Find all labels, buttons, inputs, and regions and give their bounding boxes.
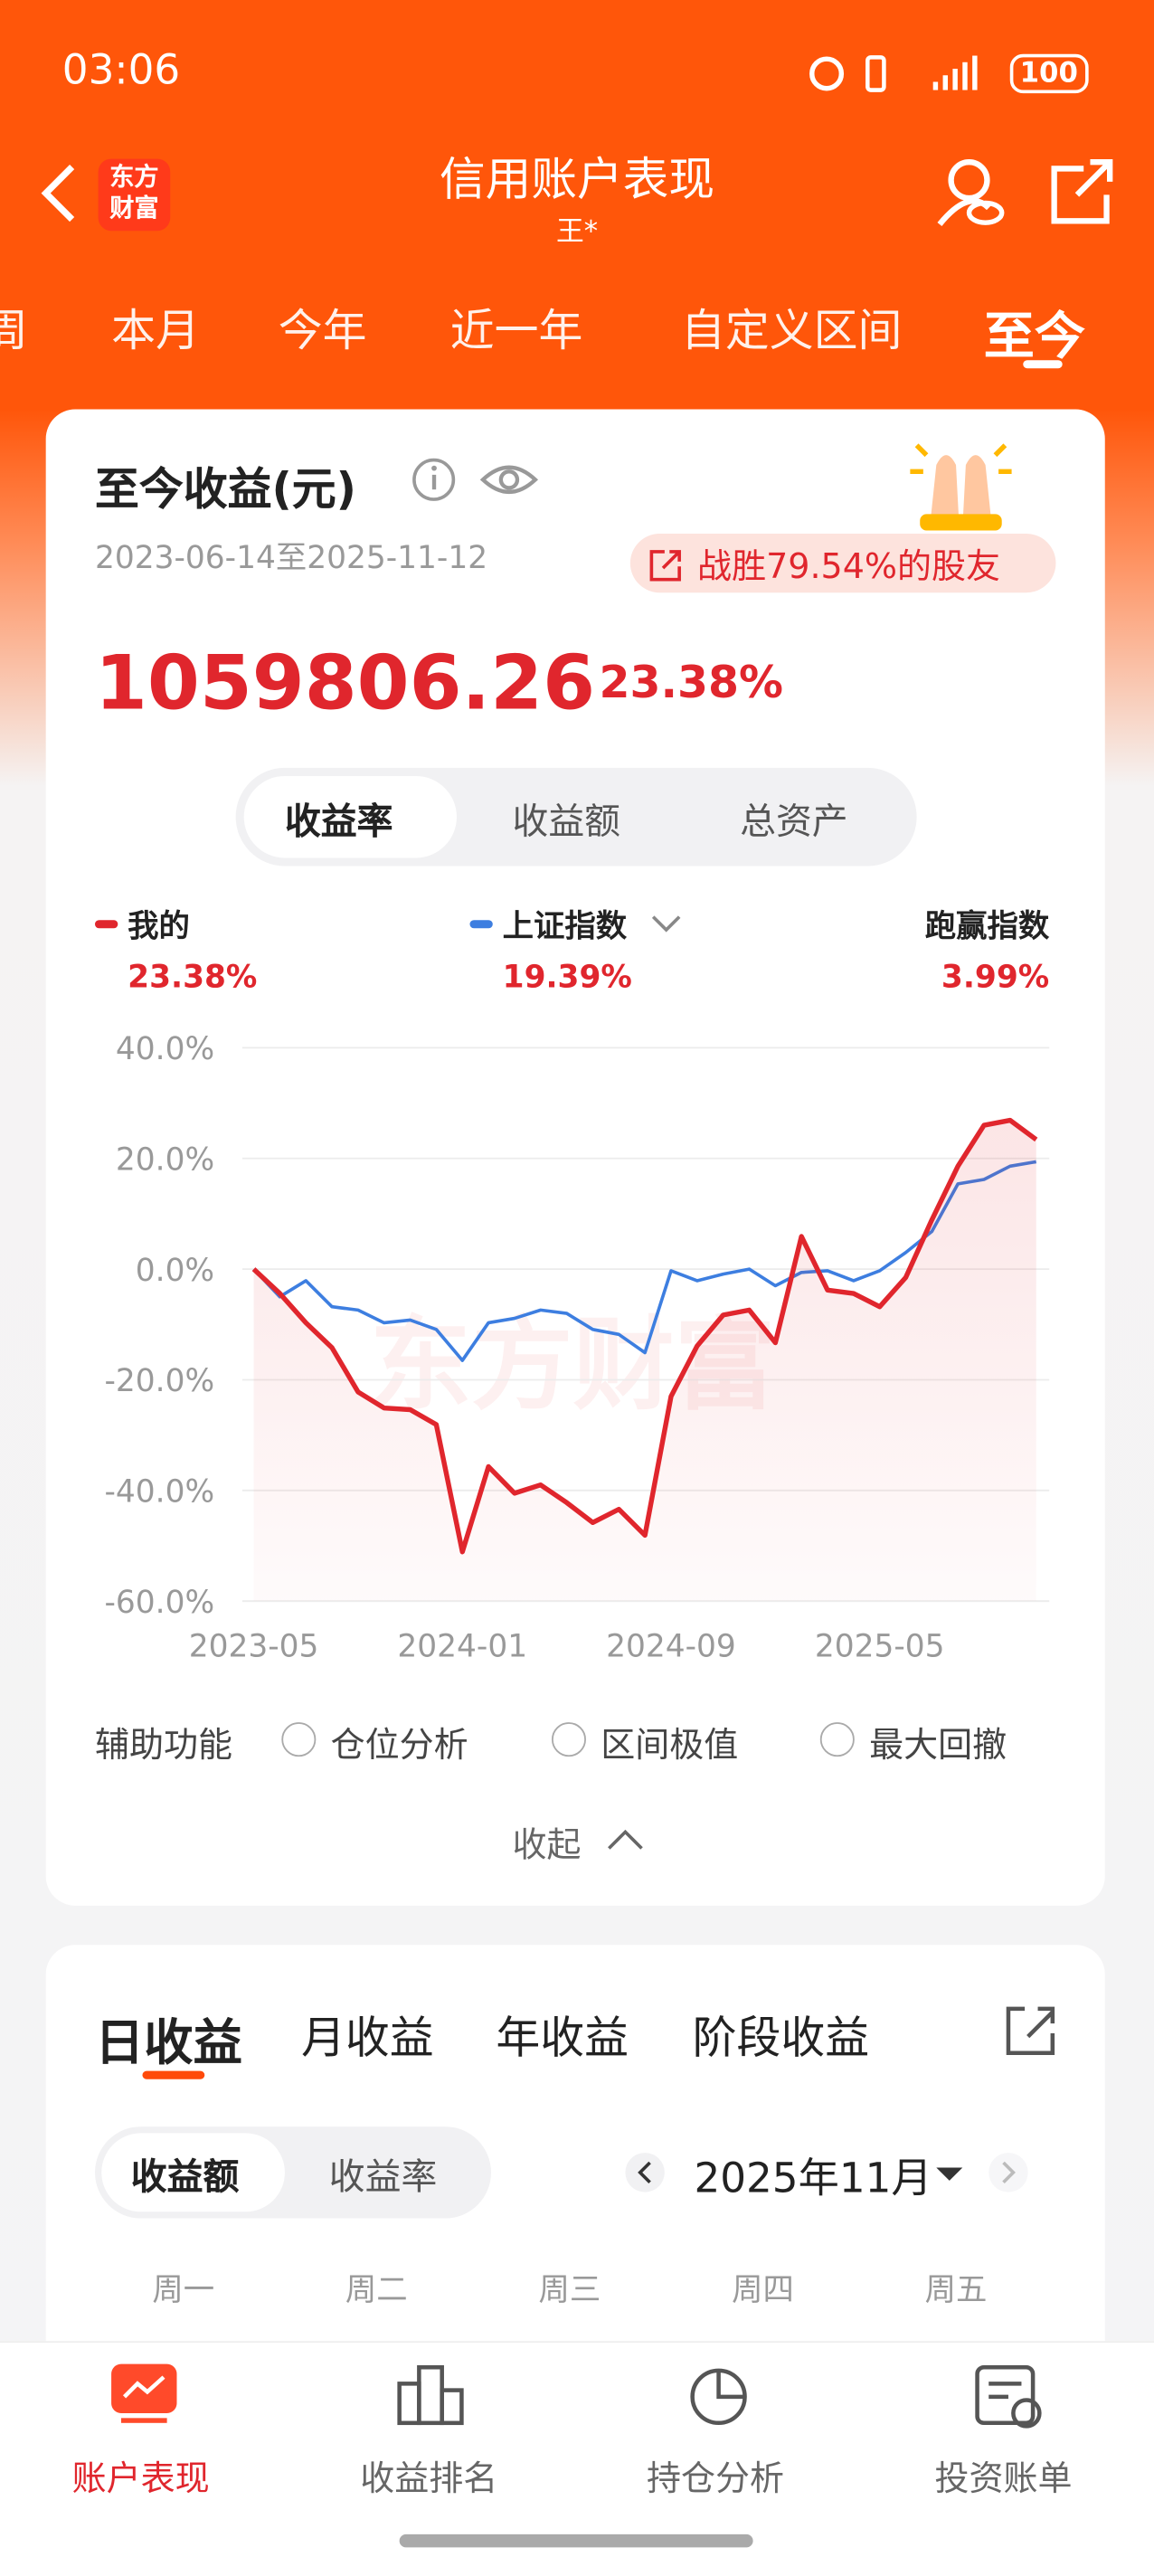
x-tick-label: 2023-05 — [189, 1629, 319, 1665]
month[interactable]: 2025年11月 — [694, 2154, 932, 2202]
legend-value: 3.99% — [941, 959, 1049, 995]
legend-swatch — [469, 920, 493, 929]
y-tick-label: -20.0% — [105, 1363, 215, 1399]
metric-tab[interactable]: 总资产 — [740, 801, 848, 844]
radio-circle[interactable] — [819, 1722, 855, 1757]
time: 03:06 — [61, 45, 181, 94]
share[interactable] — [1002, 2001, 1061, 2060]
radio-circle[interactable] — [551, 1722, 586, 1757]
battery: 100 — [1009, 53, 1088, 94]
period-tab[interactable]: 本月 — [111, 306, 200, 357]
weekday: 周一 — [152, 2272, 215, 2309]
daily-tab[interactable]: 年收益 — [496, 2013, 629, 2065]
y-tick-label: 20.0% — [116, 1141, 214, 1178]
toggle-item[interactable]: 收益率 — [328, 2157, 438, 2199]
y-tick-label: -60.0% — [105, 1585, 215, 1621]
rate: 23.38% — [599, 658, 784, 709]
radio[interactable]: 区间极值 — [601, 1725, 739, 1766]
y-tick-label: -40.0% — [105, 1473, 215, 1510]
share-icon — [649, 550, 681, 582]
x-tick-label: 2024-09 — [606, 1629, 736, 1665]
x-tick-label: 2024-01 — [397, 1629, 527, 1665]
legend-label: 我的 — [128, 908, 190, 944]
legend-value: 23.38% — [128, 959, 257, 995]
weekday: 周四 — [732, 2272, 794, 2309]
summary-card — [45, 409, 1105, 1906]
series-line — [252, 1160, 1037, 1362]
info-eye[interactable] — [410, 452, 549, 508]
radio-circle[interactable] — [281, 1722, 317, 1757]
toggle-active — [101, 2133, 285, 2212]
status-icons — [809, 55, 978, 92]
nav-item[interactable]: 账户表现 — [71, 2458, 210, 2499]
y-tick-label: 0.0% — [136, 1253, 214, 1289]
metric-active — [243, 775, 457, 858]
metric-tab[interactable]: 收益额 — [512, 801, 621, 844]
series-line — [251, 1117, 1038, 1555]
month-arrows[interactable] — [622, 2150, 1031, 2196]
home-bar — [399, 2533, 753, 2548]
radio[interactable]: 最大回撤 — [869, 1725, 1007, 1766]
daily-tab[interactable]: 日收益 — [94, 2015, 242, 2073]
chart: 我的23.38%上证指数19.39%跑赢指数3.99%东方财富-60.0%-40… — [94, 908, 1050, 1665]
date-range: 2023-06-14至2025-11-12 — [94, 540, 488, 577]
period-tab[interactable]: 近一年 — [449, 306, 583, 357]
metric-tab[interactable]: 收益率 — [284, 801, 393, 844]
toggle-item[interactable]: 收益额 — [130, 2157, 240, 2199]
radio[interactable]: 仓位分析 — [330, 1725, 468, 1766]
nav-item[interactable]: 持仓分析 — [646, 2458, 784, 2499]
daily-tab[interactable]: 月收益 — [301, 2013, 434, 2065]
collapse-arrow — [608, 1829, 643, 1850]
collapse[interactable]: 收起 — [512, 1825, 582, 1865]
weekday: 周五 — [924, 2272, 988, 2309]
weekday: 周三 — [538, 2272, 601, 2309]
legend-label: 跑赢指数 — [925, 908, 1050, 944]
page-title: 信用账户表现 — [439, 152, 715, 207]
amount: 1059806.26 — [94, 638, 596, 727]
legend-dropdown — [651, 915, 681, 933]
badge: 战胜79.54%的股友 — [697, 546, 1001, 586]
y-tick-label: 40.0% — [116, 1031, 214, 1067]
badge-bg[interactable] — [629, 534, 1056, 593]
period-tab[interactable]: 自定义区间 — [680, 306, 903, 357]
logo: 东方财富 — [98, 158, 171, 232]
back[interactable] — [36, 160, 85, 225]
clap-icon — [910, 443, 1012, 531]
nav-item[interactable]: 投资账单 — [934, 2458, 1073, 2499]
x-tick-label: 2025-05 — [815, 1629, 945, 1665]
tools-label: 辅助功能 — [94, 1725, 233, 1766]
weekday: 周二 — [345, 2272, 408, 2309]
tab-indicator — [1023, 360, 1063, 369]
legend-swatch — [94, 920, 118, 929]
nav-icons — [111, 2363, 1042, 2429]
daily-tab[interactable]: 阶段收益 — [692, 2013, 870, 2065]
header-icons[interactable] — [933, 156, 1130, 237]
legend-value: 19.39% — [503, 959, 632, 995]
summary-title: 至今收益(元) — [94, 465, 357, 516]
period-tab[interactable]: 至今 — [983, 308, 1086, 367]
period-tab[interactable]: 今年 — [278, 306, 367, 357]
nav-item[interactable]: 收益排名 — [360, 2458, 498, 2499]
period-tab[interactable]: 周 — [0, 295, 28, 359]
area — [253, 1120, 1036, 1602]
page-subtitle: 王* — [555, 215, 599, 250]
daily-indicator — [142, 2070, 205, 2079]
legend-label: 上证指数 — [503, 908, 628, 944]
